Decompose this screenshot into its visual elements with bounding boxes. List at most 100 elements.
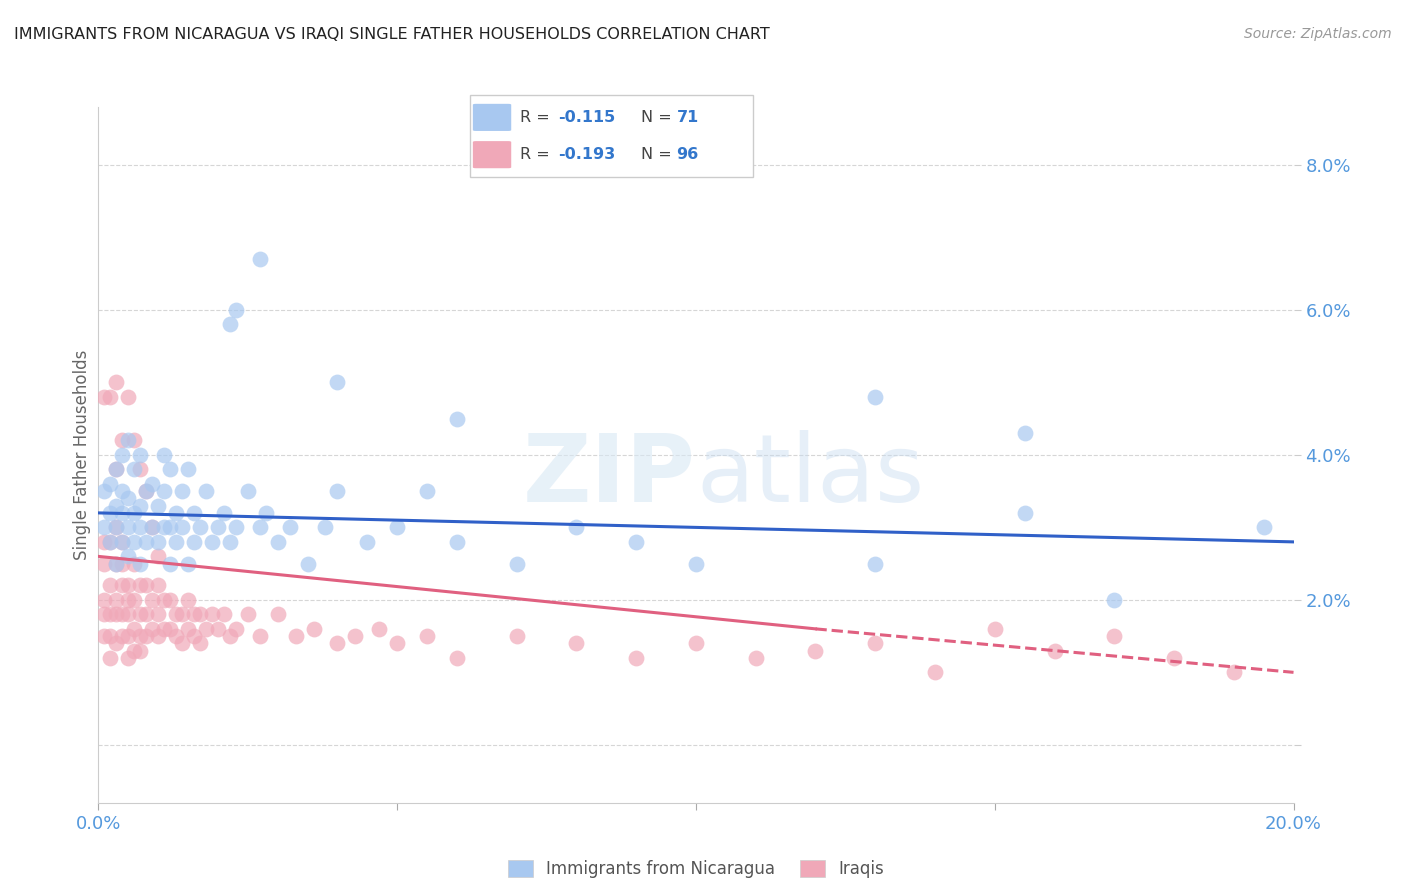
Point <box>105 592 128 607</box>
Point <box>183 506 205 520</box>
Point <box>111 484 134 499</box>
Point <box>302 622 325 636</box>
Point <box>148 549 170 564</box>
Point <box>93 607 115 622</box>
Point <box>124 506 146 520</box>
Point <box>93 592 115 607</box>
Point <box>225 520 247 534</box>
Point <box>201 607 224 622</box>
Point <box>172 520 194 534</box>
Point <box>183 607 205 622</box>
Point <box>172 636 194 650</box>
Point <box>159 592 181 607</box>
FancyBboxPatch shape <box>472 103 512 131</box>
Point <box>105 557 128 571</box>
Point <box>212 607 235 622</box>
Text: atlas: atlas <box>696 430 924 522</box>
Point <box>745 651 768 665</box>
Point <box>1253 520 1275 534</box>
Point <box>326 376 349 390</box>
Point <box>446 534 468 549</box>
Point <box>368 622 391 636</box>
Point <box>153 448 176 462</box>
Point <box>141 622 163 636</box>
Point <box>100 506 122 520</box>
Point <box>105 462 128 476</box>
Point <box>385 520 409 534</box>
Point <box>148 499 170 513</box>
Point <box>129 499 152 513</box>
Point <box>685 636 707 650</box>
Point <box>153 622 176 636</box>
Point <box>207 622 229 636</box>
Point <box>117 651 139 665</box>
Point <box>165 607 187 622</box>
Point <box>111 506 134 520</box>
Point <box>141 520 163 534</box>
Point <box>117 578 139 592</box>
Point <box>225 622 247 636</box>
Point <box>111 448 134 462</box>
Point <box>124 622 146 636</box>
Point <box>135 578 157 592</box>
Point <box>129 578 152 592</box>
Point <box>249 252 271 267</box>
Point <box>153 592 176 607</box>
Point <box>865 636 887 650</box>
Point <box>129 520 152 534</box>
Point <box>326 484 349 499</box>
Point <box>249 520 271 534</box>
Point <box>148 534 170 549</box>
Point <box>1014 506 1036 520</box>
Point <box>135 534 157 549</box>
Point <box>93 484 115 499</box>
Point <box>135 484 157 499</box>
Point <box>117 549 139 564</box>
Point <box>153 484 176 499</box>
Point <box>100 534 122 549</box>
Point <box>135 607 157 622</box>
FancyBboxPatch shape <box>470 95 754 177</box>
Point <box>626 651 648 665</box>
Point <box>124 557 146 571</box>
Point <box>159 462 181 476</box>
Point <box>284 629 307 643</box>
Point <box>565 636 588 650</box>
Point <box>225 303 247 318</box>
Point <box>153 520 176 534</box>
Point <box>159 520 181 534</box>
Text: N =: N = <box>641 110 678 125</box>
Point <box>1104 592 1126 607</box>
Point <box>124 592 146 607</box>
Text: R =: R = <box>520 147 555 162</box>
Point <box>1104 629 1126 643</box>
Point <box>385 636 409 650</box>
Y-axis label: Single Father Households: Single Father Households <box>73 350 91 560</box>
Point <box>100 651 122 665</box>
Point <box>356 534 378 549</box>
Point <box>129 629 152 643</box>
Point <box>111 534 134 549</box>
Point <box>141 476 163 491</box>
Point <box>117 607 139 622</box>
Legend: Immigrants from Nicaragua, Iraqis: Immigrants from Nicaragua, Iraqis <box>501 854 891 885</box>
Text: -0.193: -0.193 <box>558 147 616 162</box>
Point <box>326 636 349 650</box>
Point <box>117 491 139 506</box>
Point <box>135 484 157 499</box>
Point <box>1163 651 1185 665</box>
Point <box>159 622 181 636</box>
Point <box>267 607 290 622</box>
Point <box>159 557 181 571</box>
Point <box>129 557 152 571</box>
Point <box>267 534 290 549</box>
Text: IMMIGRANTS FROM NICARAGUA VS IRAQI SINGLE FATHER HOUSEHOLDS CORRELATION CHART: IMMIGRANTS FROM NICARAGUA VS IRAQI SINGL… <box>14 27 770 42</box>
Point <box>111 629 134 643</box>
Point <box>177 622 200 636</box>
Point <box>446 651 468 665</box>
Point <box>105 636 128 650</box>
Point <box>236 484 259 499</box>
Point <box>207 520 229 534</box>
Point <box>219 629 242 643</box>
Point <box>1043 643 1066 657</box>
